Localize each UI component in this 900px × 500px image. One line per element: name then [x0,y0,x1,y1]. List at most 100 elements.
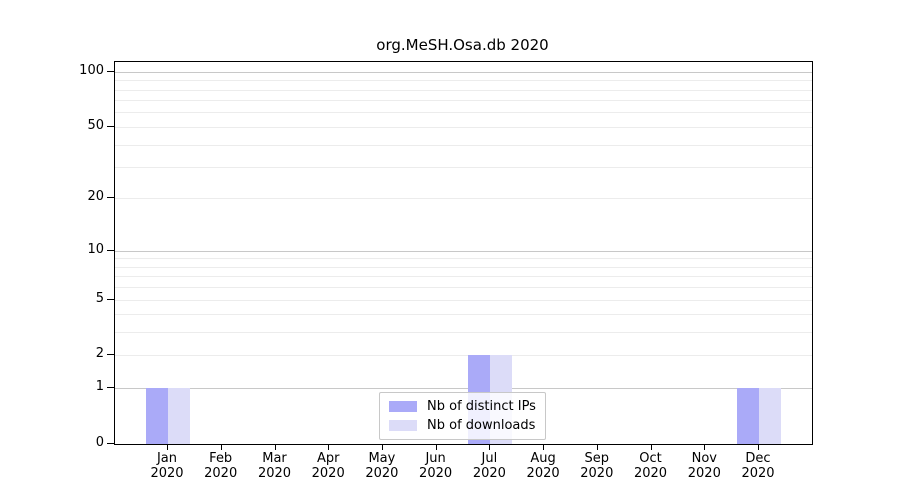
y-tick-label: 0 [95,435,104,450]
x-tick-label-year: 2020 [365,466,399,481]
x-tick-label-month: Oct [639,451,662,466]
legend-label-distinct-ips: Nb of distinct IPs [427,399,536,414]
y-gridline-minor [115,332,812,334]
y-axis-tick [107,387,114,389]
x-tick-label: Dec 2020 [726,451,790,481]
bar-distinct-ips [737,388,759,444]
x-tick-label-month: Nov [691,451,717,466]
x-tick-label-year: 2020 [311,466,345,481]
grid-layer [115,62,812,444]
y-gridline-major [115,250,812,252]
x-axis-tick [758,444,759,450]
y-tick-label: 20 [87,189,104,205]
bar-downloads [759,388,781,444]
x-tick-label-year: 2020 [687,466,721,481]
chart-title: org.MeSH.Osa.db 2020 [376,36,549,54]
y-tick-label: 5 [95,290,104,306]
x-tick-label: May 2020 [350,451,414,481]
bars-layer [115,62,812,444]
plot-area: Nb of distinct IPs Nb of downloads [114,61,813,445]
y-gridline-minor [115,276,812,278]
x-tick-label: Sep 2020 [565,451,629,481]
x-axis-tick [489,444,491,450]
x-tick-label-year: 2020 [257,466,292,481]
x-axis-tick [220,444,222,450]
y-tick-label: 10 [87,241,104,257]
y-axis-tick [107,125,114,127]
y-gridline-minor [115,80,812,82]
x-tick-label: Feb 2020 [189,451,253,481]
y-gridline-minor [115,266,812,268]
y-gridline-minor [115,112,812,114]
x-tick-label-year: 2020 [580,466,614,481]
x-tick-label-year: 2020 [204,466,238,481]
x-axis-tick [381,444,383,450]
y-axis-tick [107,70,114,72]
x-axis-tick [704,444,706,450]
y-gridline-minor [115,299,812,301]
y-gridline-minor [115,100,812,102]
bar-downloads [168,388,190,444]
x-axis-tick [596,444,598,450]
y-axis-tick [107,249,114,251]
y-gridline-minor [115,89,812,91]
y-tick-label: 2 [95,346,104,362]
y-gridline-minor [115,258,812,260]
y-gridline-minor [115,287,812,289]
x-tick-label-month: May [368,451,396,466]
x-tick-label-year: 2020 [741,466,775,481]
x-tick-label-month: Mar [262,451,287,466]
y-axis-tick [107,443,114,444]
x-tick-label-year: 2020 [472,466,506,481]
y-axis-tick [107,354,114,356]
x-tick-label-month: Aug [530,451,556,466]
x-tick-label: Oct 2020 [619,451,683,481]
x-axis-tick [650,444,652,450]
y-gridline-major [115,388,812,390]
legend: Nb of distinct IPs Nb of downloads [379,392,546,440]
x-tick-label-year: 2020 [633,466,668,481]
y-gridline-minor [115,126,812,128]
y-gridline-minor [115,198,812,200]
x-tick-label-month: Feb [209,451,233,466]
y-axis-tick [107,298,114,300]
x-tick-label-month: Jan [156,451,178,466]
legend-item-downloads: Nb of downloads [389,418,536,433]
x-tick-label: Apr 2020 [296,451,360,481]
x-tick-label: Jul 2020 [457,451,521,481]
y-tick-label: 50 [87,117,104,133]
y-gridline-minor [115,167,812,168]
x-tick-label-month: Jun [425,451,446,466]
x-axis-tick [435,444,437,450]
x-tick-label-month: Apr [316,451,340,466]
x-axis-tick [167,444,168,450]
x-tick-label-month: Dec [745,451,771,466]
bar-distinct-ips [146,388,168,444]
y-tick-label: 1 [95,379,104,395]
x-tick-label: Nov 2020 [672,451,736,481]
x-tick-label-year: 2020 [419,466,453,481]
x-axis-tick [328,444,330,450]
x-tick-label-month: Jul [481,451,498,466]
y-gridline-minor [115,355,812,357]
y-gridline-major [115,71,812,73]
legend-item-distinct-ips: Nb of distinct IPs [389,399,536,414]
legend-swatch-distinct-ips-icon [389,401,417,412]
x-tick-label-month: Sep [584,451,610,466]
x-axis-tick [543,444,545,450]
x-tick-label-year: 2020 [150,466,184,481]
y-gridline-minor [115,144,812,146]
legend-label-downloads: Nb of downloads [427,418,536,433]
x-tick-label: Jan 2020 [135,451,199,481]
y-tick-label: 100 [79,62,104,78]
x-tick-label: Jun 2020 [404,451,468,481]
y-gridline-minor [115,314,812,316]
x-tick-label: Aug 2020 [511,451,575,481]
x-tick-label: Mar 2020 [243,451,307,481]
x-axis-tick [274,444,276,450]
legend-swatch-downloads-icon [389,420,417,431]
y-axis-tick [107,197,114,199]
x-tick-label-year: 2020 [526,466,560,481]
